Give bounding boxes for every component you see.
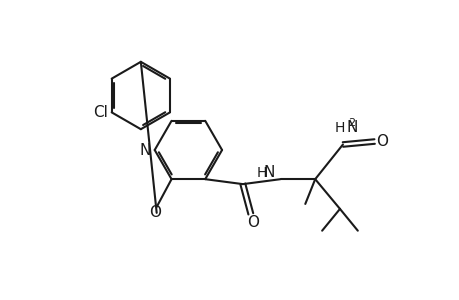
Text: 2: 2 [347,118,354,128]
Text: N: N [139,142,151,158]
Text: N: N [263,165,275,180]
Text: N: N [346,120,357,135]
Text: O: O [148,206,160,220]
Text: O: O [376,134,388,149]
Text: H: H [256,166,266,180]
Text: H: H [334,121,344,135]
Text: Cl: Cl [93,105,107,120]
Text: O: O [246,215,258,230]
